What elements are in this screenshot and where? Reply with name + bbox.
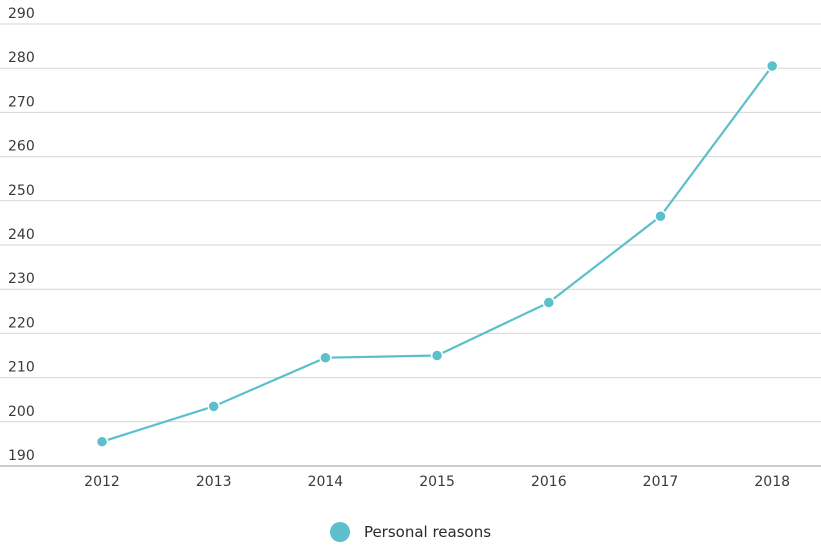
y-tick-label-190: 190	[8, 448, 35, 464]
legend: Personal reasons	[0, 522, 821, 546]
x-tick-label-2017: 2017	[643, 474, 679, 490]
series-line-0	[101, 65, 774, 443]
x-tick-labels: 2012 2013 2014 2015 2016 2017 2018	[84, 474, 790, 490]
x-tick-label-2013: 2013	[196, 474, 232, 490]
x-tick-label-2015: 2015	[419, 474, 455, 490]
y-gridlines	[0, 23, 821, 467]
y-tick-label-280: 280	[8, 50, 35, 66]
y-tick-label-250: 250	[8, 183, 35, 199]
y-tick-label-220: 220	[8, 315, 35, 331]
data-point-2015[interactable]	[430, 349, 444, 362]
legend-label: Personal reasons	[363, 523, 492, 541]
y-tick-label-210: 210	[8, 360, 35, 376]
data-point-2017[interactable]	[654, 210, 667, 223]
y-tick-label-230: 230	[8, 271, 35, 287]
y-tick-label-240: 240	[8, 227, 35, 243]
legend-swatch	[329, 522, 350, 542]
data-point-2018[interactable]	[765, 59, 779, 73]
x-tick-label-2012: 2012	[84, 474, 120, 490]
y-tick-label-200: 200	[8, 404, 35, 420]
x-tick-label-2014: 2014	[308, 474, 344, 490]
data-point-2012[interactable]	[95, 435, 109, 448]
data-points	[95, 59, 779, 448]
series-lines	[101, 65, 774, 443]
data-point-2013[interactable]	[207, 400, 220, 413]
data-point-2016[interactable]	[542, 296, 556, 309]
y-tick-label-290: 290	[8, 6, 35, 22]
y-tick-labels: 190 200 210 220 230 240 250 260 270 280 290	[8, 6, 35, 464]
y-tick-label-260: 260	[8, 139, 35, 155]
x-tick-label-2016: 2016	[531, 474, 567, 490]
x-tick-label-2018: 2018	[754, 474, 790, 490]
data-point-2014[interactable]	[319, 351, 332, 364]
y-tick-label-270: 270	[8, 94, 35, 110]
